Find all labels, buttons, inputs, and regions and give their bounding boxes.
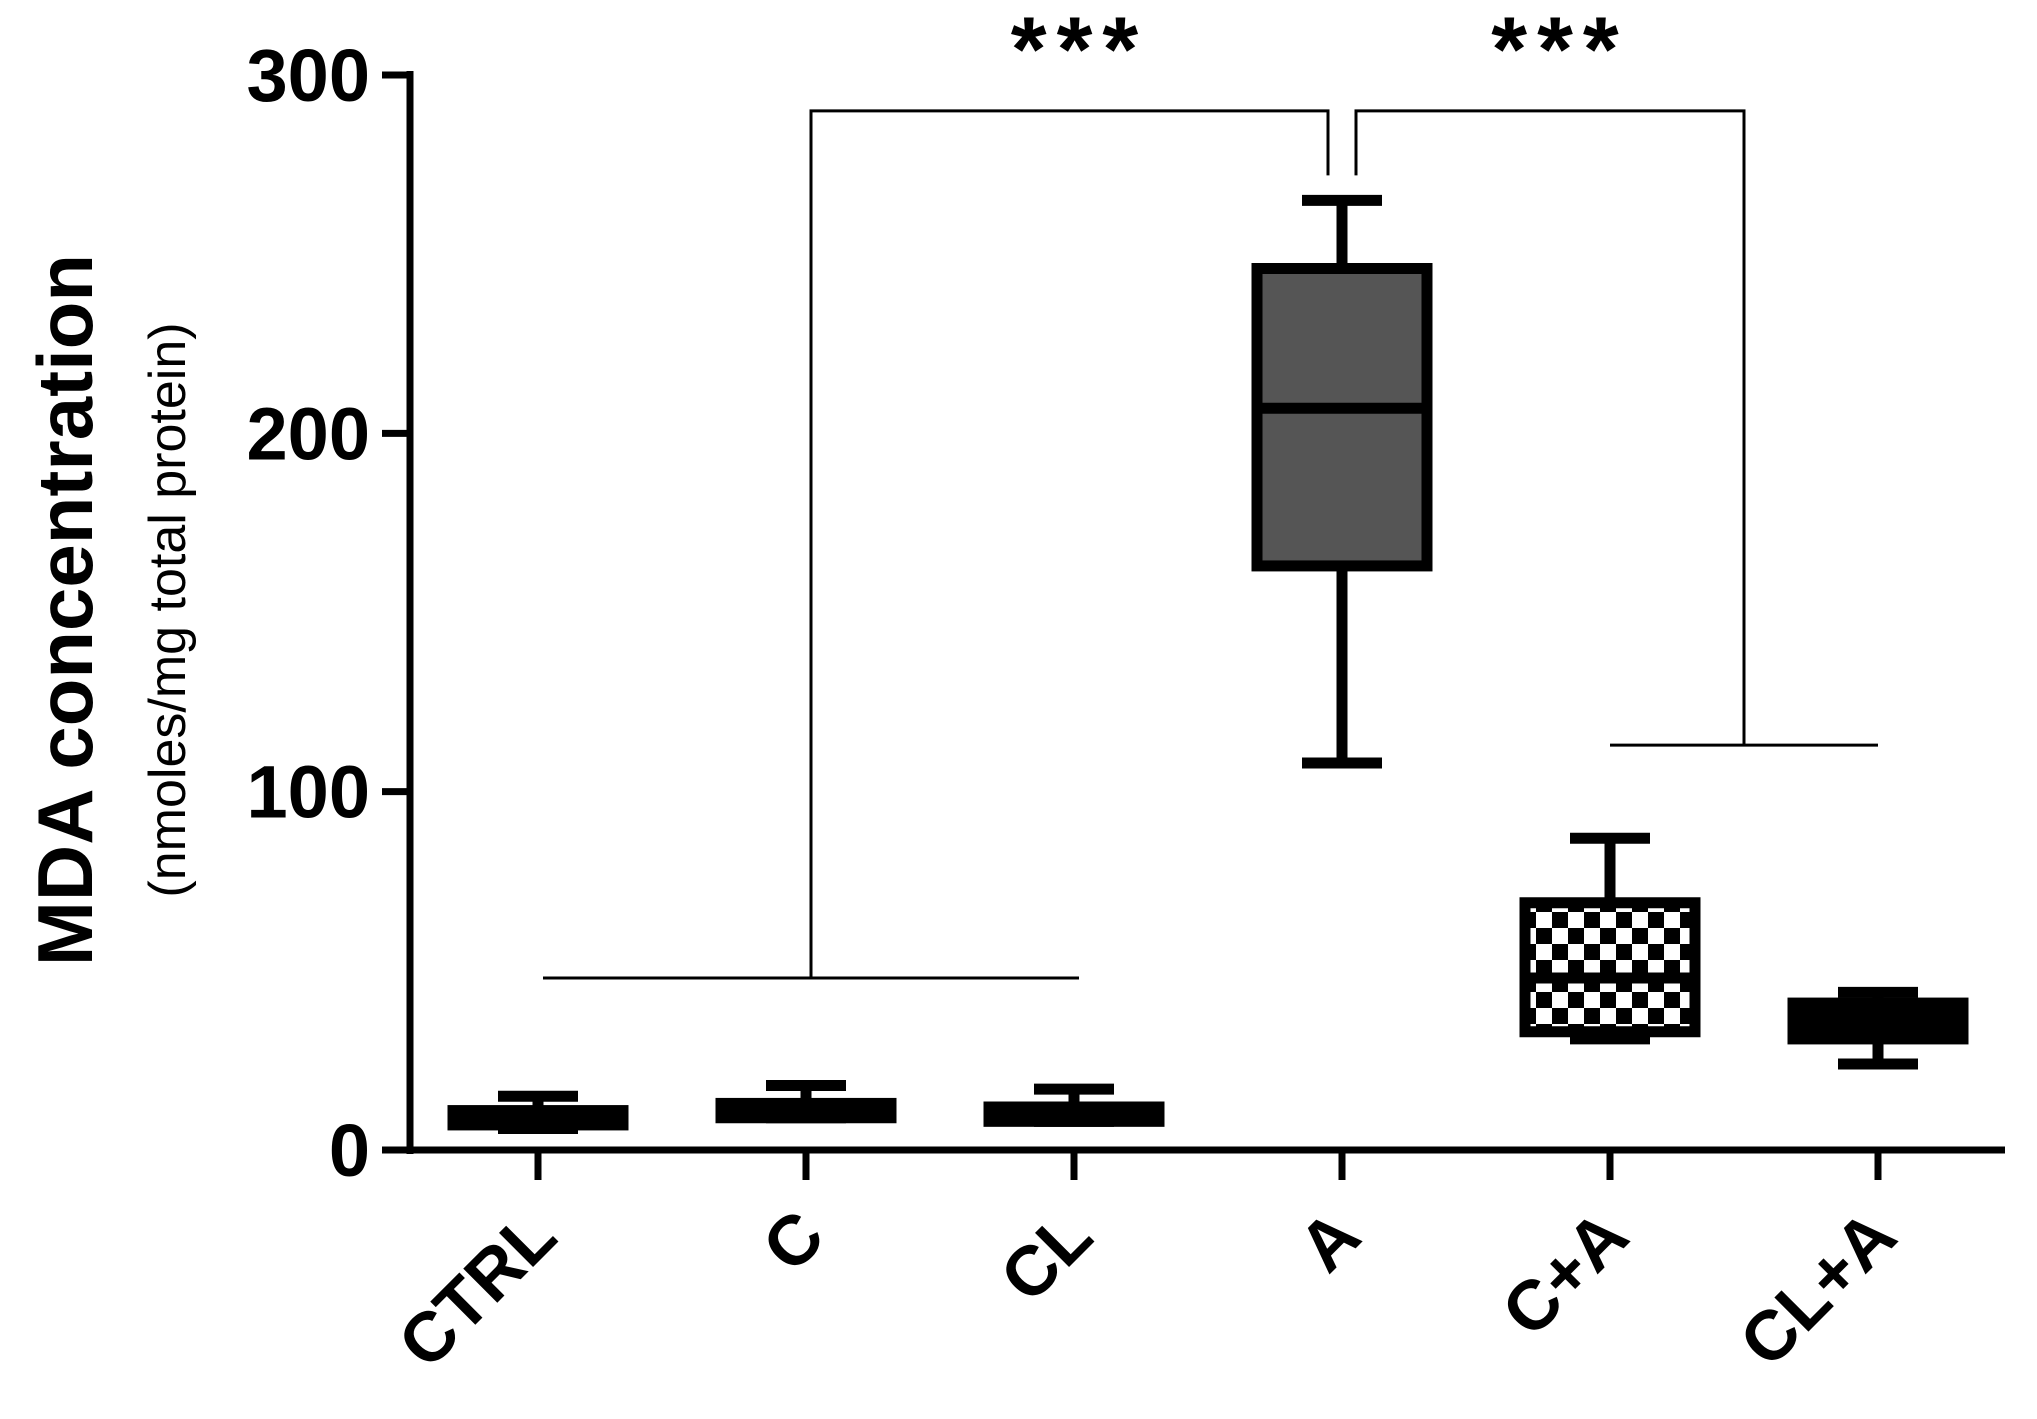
x-tick-label: C+A [1487,1195,1643,1351]
box-group-ctrl [447,1090,629,1134]
axis-layer: 0 100 200 300 CTRL C CL A C+A CL+A [247,34,2005,1383]
y-axis-title: MDA concentration [21,254,109,966]
x-tick-label: CTRL [383,1195,570,1382]
x-tick-label: CL [985,1195,1106,1316]
x-tick-label: C [748,1195,839,1286]
box-iqr [1519,897,1701,1038]
box-group-a [1251,194,1433,769]
significance-bracket-1: *** [543,0,1330,980]
box-group-c-plus-a [1519,832,1701,1045]
box-iqr [1251,263,1433,572]
y-tick-label: 0 [329,1109,370,1192]
box-group-cl [983,1083,1165,1127]
bracket-line [809,109,1330,978]
significance-label: *** [1011,0,1148,101]
bracket-line [1354,109,1746,746]
significance-label: *** [1491,0,1628,101]
box-group-c [715,1080,897,1124]
significance-layer: *** *** [543,0,1878,980]
x-tick-label: CL+A [1725,1195,1911,1381]
x-tick-label: A [1284,1195,1375,1286]
labels-layer: MDA concentration (nmoles/mg total prote… [21,254,197,966]
y-tick-label: 100 [247,751,370,834]
boxes-layer [447,194,1969,1134]
significance-bracket-2: *** [1354,0,1878,747]
y-tick-label: 200 [247,392,370,475]
y-tick-label: 300 [247,34,370,117]
y-axis-subtitle: (nmoles/mg total protein) [139,322,197,897]
box-group-cl-plus-a [1787,986,1969,1070]
